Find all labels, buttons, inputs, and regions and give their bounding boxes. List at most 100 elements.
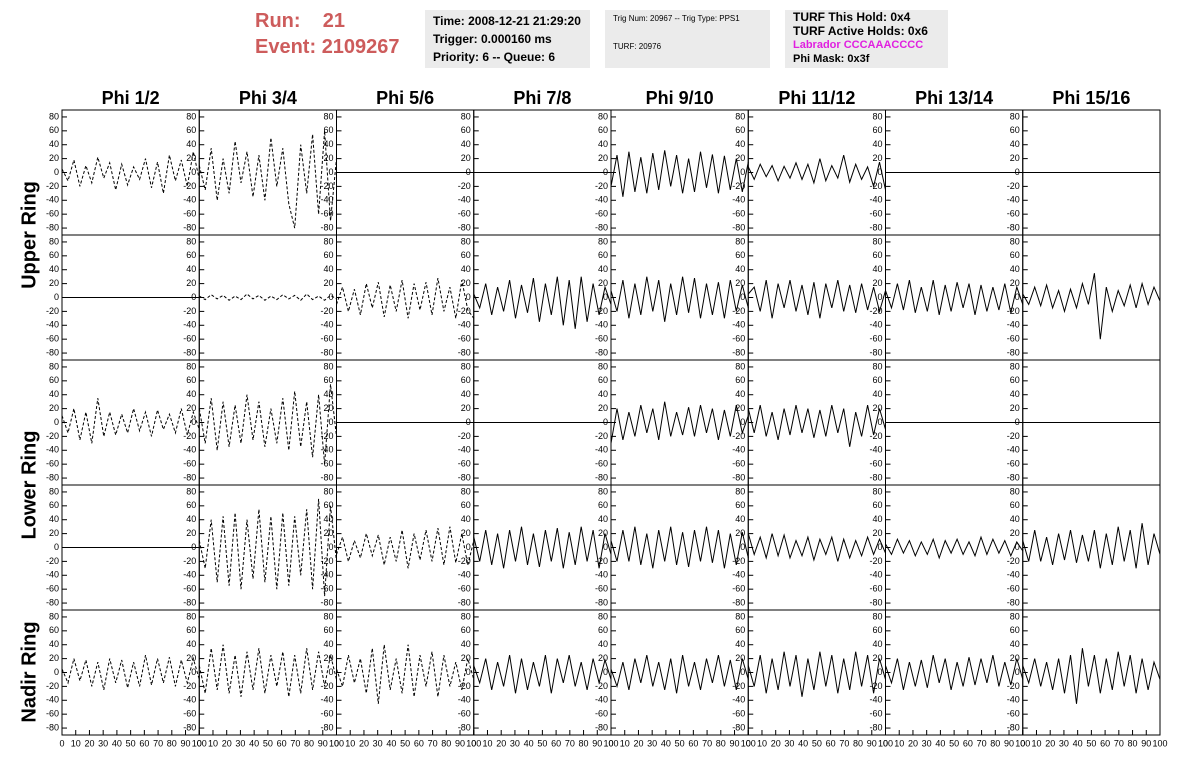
x-tick-label: 0 <box>883 738 888 748</box>
y-tick-label: -80 <box>1007 722 1020 732</box>
y-tick-label: 20 <box>735 403 745 413</box>
y-tick-label: -40 <box>595 695 608 705</box>
y-tick-label: -40 <box>732 320 745 330</box>
y-tick-label: 40 <box>186 639 196 649</box>
x-tick-label: 70 <box>839 738 849 748</box>
y-tick-label: -20 <box>1007 431 1020 441</box>
waveform <box>61 151 200 194</box>
x-tick-label: 50 <box>400 738 410 748</box>
y-tick-label: -60 <box>458 584 471 594</box>
y-tick-label: 60 <box>598 500 608 510</box>
y-tick-label: 20 <box>461 403 471 413</box>
y-tick-label: -80 <box>46 347 59 357</box>
y-tick-label: -40 <box>1007 195 1020 205</box>
y-tick-label: 60 <box>49 125 59 135</box>
y-tick-label: 40 <box>323 264 333 274</box>
y-tick-label: -40 <box>595 445 608 455</box>
x-tick-label: 40 <box>386 738 396 748</box>
y-tick-label: 80 <box>49 236 59 246</box>
x-tick-label: 30 <box>922 738 932 748</box>
y-tick-label: 0 <box>740 417 745 427</box>
y-tick-label: 60 <box>323 625 333 635</box>
y-tick-label: 20 <box>598 653 608 663</box>
waveform <box>1022 273 1161 340</box>
y-tick-label: -20 <box>46 681 59 691</box>
y-tick-label: 0 <box>466 542 471 552</box>
y-tick-label: 0 <box>328 167 333 177</box>
x-tick-label: 40 <box>249 738 259 748</box>
y-tick-label: -20 <box>183 306 196 316</box>
x-tick-label: 10 <box>345 738 355 748</box>
y-tick-label: 40 <box>1010 639 1020 649</box>
y-tick-label: 40 <box>598 139 608 149</box>
x-tick-label: 20 <box>222 738 232 748</box>
y-tick-label: -60 <box>46 209 59 219</box>
y-tick-label: -60 <box>732 709 745 719</box>
y-tick-label: -40 <box>46 195 59 205</box>
x-tick-label: 0 <box>471 738 476 748</box>
waveform <box>198 130 337 229</box>
y-tick-label: -80 <box>732 347 745 357</box>
y-tick-label: 20 <box>598 153 608 163</box>
x-tick-label: 80 <box>990 738 1000 748</box>
y-tick-label: 80 <box>598 486 608 496</box>
y-tick-label: 60 <box>461 125 471 135</box>
info-text: Priority: 6 -- Queue: 6 <box>433 50 556 64</box>
y-tick-label: 0 <box>1015 417 1020 427</box>
y-tick-label: 20 <box>872 153 882 163</box>
y-tick-label: 20 <box>598 403 608 413</box>
y-tick-label: 0 <box>740 542 745 552</box>
y-tick-label: -80 <box>183 472 196 482</box>
x-tick-label: 70 <box>428 738 438 748</box>
y-tick-label: 60 <box>49 375 59 385</box>
y-tick-label: 80 <box>323 361 333 371</box>
y-tick-label: 60 <box>598 250 608 260</box>
y-tick-label: 80 <box>186 111 196 121</box>
y-tick-label: -20 <box>732 306 745 316</box>
y-tick-label: 20 <box>872 278 882 288</box>
y-tick-label: -40 <box>869 570 882 580</box>
y-tick-label: -80 <box>46 722 59 732</box>
x-tick-label: 20 <box>1045 738 1055 748</box>
y-tick-label: -40 <box>1007 320 1020 330</box>
y-tick-label: 80 <box>598 361 608 371</box>
x-tick-label: 30 <box>784 738 794 748</box>
x-tick-label: 0 <box>1020 738 1025 748</box>
y-tick-label: 40 <box>461 264 471 274</box>
y-tick-label: 80 <box>461 486 471 496</box>
y-tick-label: -60 <box>458 459 471 469</box>
y-tick-label: -20 <box>320 431 333 441</box>
waveform <box>336 526 475 569</box>
y-tick-label: -80 <box>595 597 608 607</box>
y-tick-label: -80 <box>320 597 333 607</box>
y-tick-label: -20 <box>595 181 608 191</box>
x-tick-label: 100 <box>466 738 481 748</box>
y-tick-label: 0 <box>740 292 745 302</box>
y-tick-label: -60 <box>595 334 608 344</box>
y-tick-label: 20 <box>735 278 745 288</box>
y-tick-label: 0 <box>603 667 608 677</box>
y-tick-label: 0 <box>191 292 196 302</box>
y-tick-label: 40 <box>1010 264 1020 274</box>
y-tick-label: 20 <box>49 528 59 538</box>
y-tick-label: -40 <box>46 320 59 330</box>
y-tick-label: -40 <box>320 195 333 205</box>
y-tick-label: -40 <box>320 320 333 330</box>
x-tick-label: 80 <box>441 738 451 748</box>
y-tick-label: 60 <box>735 375 745 385</box>
y-tick-label: 60 <box>735 250 745 260</box>
x-tick-label: 40 <box>798 738 808 748</box>
y-tick-label: 60 <box>1010 500 1020 510</box>
y-tick-label: 0 <box>54 667 59 677</box>
y-tick-label: -20 <box>869 181 882 191</box>
y-tick-label: 0 <box>54 417 59 427</box>
y-tick-label: -60 <box>46 709 59 719</box>
y-tick-label: 80 <box>872 486 882 496</box>
waveform <box>747 404 886 447</box>
y-tick-label: 60 <box>49 250 59 260</box>
y-tick-label: -80 <box>320 722 333 732</box>
y-tick-label: 40 <box>735 514 745 524</box>
y-tick-label: 40 <box>186 264 196 274</box>
